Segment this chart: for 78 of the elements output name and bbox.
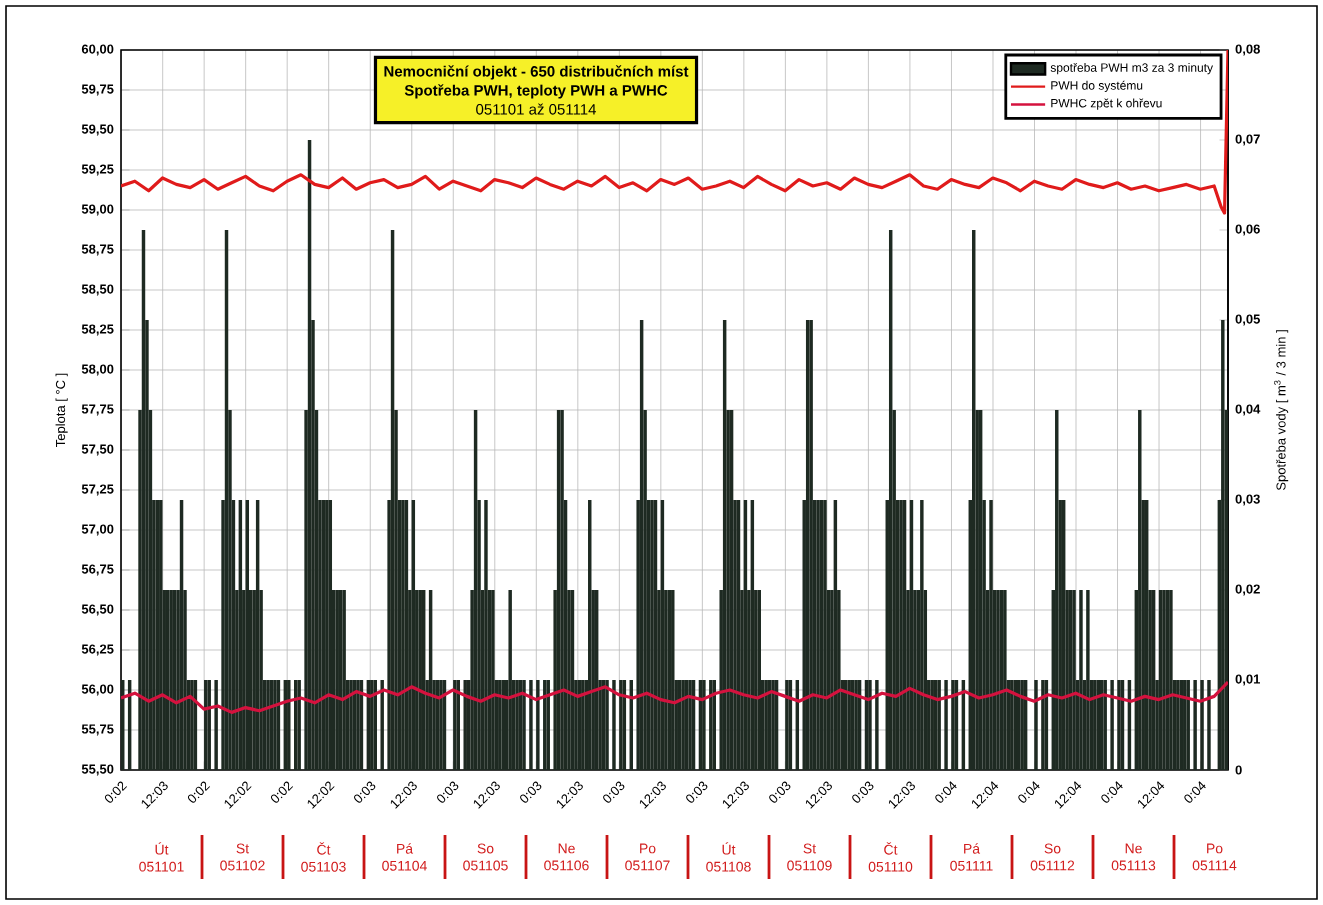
text: Po <box>1207 843 1223 854</box>
text: Čt <box>884 842 898 855</box>
annotation: 051101 až 051114 <box>476 103 597 115</box>
x-tick-label: 0:02 <box>270 781 294 803</box>
y-tick-label: 59,50 <box>81 124 114 136</box>
x-tick-label: 0:04 <box>1018 781 1040 803</box>
text: So <box>1044 843 1061 854</box>
y2-tick-label: 0 <box>1235 765 1242 775</box>
y-tick-label: 58,25 <box>81 324 114 336</box>
text: So <box>477 843 494 854</box>
text: St <box>236 843 250 854</box>
text: 051113 <box>1111 860 1156 871</box>
legend-label: PWH do systému <box>1051 80 1143 93</box>
y2-tick-label: 0,02 <box>1235 584 1260 596</box>
text: 051105 <box>463 860 508 871</box>
y-tick-label: 59,75 <box>81 84 114 96</box>
legend-label: PWHC zpět k ohřevu <box>1051 98 1162 110</box>
x-tick-label: 0:02 <box>104 781 128 803</box>
y-tick-label: 57,75 <box>81 404 114 416</box>
y-tick-label: 58,50 <box>81 284 114 296</box>
y-tick-label: 59,25 <box>81 164 114 176</box>
text: 051107 <box>625 860 670 871</box>
text: 051106 <box>544 860 589 871</box>
text: 051111 <box>950 860 993 871</box>
text: Po <box>640 843 656 854</box>
y-tick-label: 58,00 <box>81 364 114 376</box>
text: 051114 <box>1192 860 1237 871</box>
x-tick-label: 0:03 <box>520 781 542 803</box>
text: Pá <box>964 843 981 854</box>
y-tick-label: 57,50 <box>81 444 114 456</box>
y2-tick-label: 0,07 <box>1235 134 1260 146</box>
x-tick-label: 0:04 <box>1101 781 1123 803</box>
text: Út <box>155 842 169 855</box>
x-tick-label: 0:03 <box>603 781 625 803</box>
x-tick-label: 0:02 <box>187 781 211 803</box>
y-axis-title: Teplota [ °C ] <box>55 373 68 447</box>
y2-tick-label: 0,05 <box>1235 314 1260 326</box>
y2-tick-label: 0,06 <box>1235 224 1260 236</box>
y-tick-label: 56,25 <box>81 644 114 656</box>
y2-tick-label: 0,01 <box>1235 674 1260 686</box>
y-tick-label: 58,75 <box>81 244 114 256</box>
x-tick-label: 0:03 <box>686 781 708 803</box>
x-tick-label: 0:03 <box>437 781 459 803</box>
text: Čt <box>317 842 331 855</box>
y-tick-label: 55,75 <box>81 724 114 736</box>
y2-tick-label: 0,04 <box>1235 404 1261 416</box>
text: 051103 <box>301 861 346 872</box>
x-tick-label: 0:04 <box>935 781 957 803</box>
y-tick-label: 56,00 <box>81 684 114 696</box>
y-tick-label: 56,75 <box>81 564 114 576</box>
y-tick-label: 60,00 <box>81 44 114 56</box>
legend-label: spotřeba PWH m3 za 3 minuty <box>1050 62 1214 75</box>
y-tick-label: 55,50 <box>81 764 114 776</box>
y2-axis-title: Spotřeba vody [ m$^{3}$ / 3 min ] <box>1274 330 1289 491</box>
text: Ne <box>1125 843 1142 854</box>
y-tick-label: 56,50 <box>81 604 114 616</box>
y2-tick-label: 0,08 <box>1235 44 1260 56</box>
x-tick-label: 0:03 <box>852 781 874 803</box>
text: 051104 <box>382 860 427 871</box>
y-tick-label: 59,00 <box>81 204 114 216</box>
x-tick-label: 0:03 <box>354 781 376 803</box>
y-tick-label: 57,00 <box>81 524 114 536</box>
x-tick-label: 0:03 <box>769 781 791 803</box>
text: 051102 <box>220 860 265 871</box>
text: Pá <box>397 843 414 854</box>
text: 051108 <box>706 861 751 872</box>
text: 051110 <box>868 861 913 872</box>
y2-tick-label: 0,03 <box>1235 494 1260 506</box>
text: 051109 <box>787 860 832 871</box>
y-tick-label: 57,25 <box>81 484 114 496</box>
x-tick-label: 0:04 <box>1184 781 1206 803</box>
text: Ne <box>558 843 575 854</box>
text: Spotřeba PWH, teploty PWH a PWHC <box>404 84 668 99</box>
text: Nemocniční objekt - 650 distribučních míst <box>384 65 689 80</box>
text: St <box>803 843 817 854</box>
text: 051112 <box>1030 860 1075 871</box>
text: Út <box>722 842 736 855</box>
text: 051101 <box>139 861 184 872</box>
